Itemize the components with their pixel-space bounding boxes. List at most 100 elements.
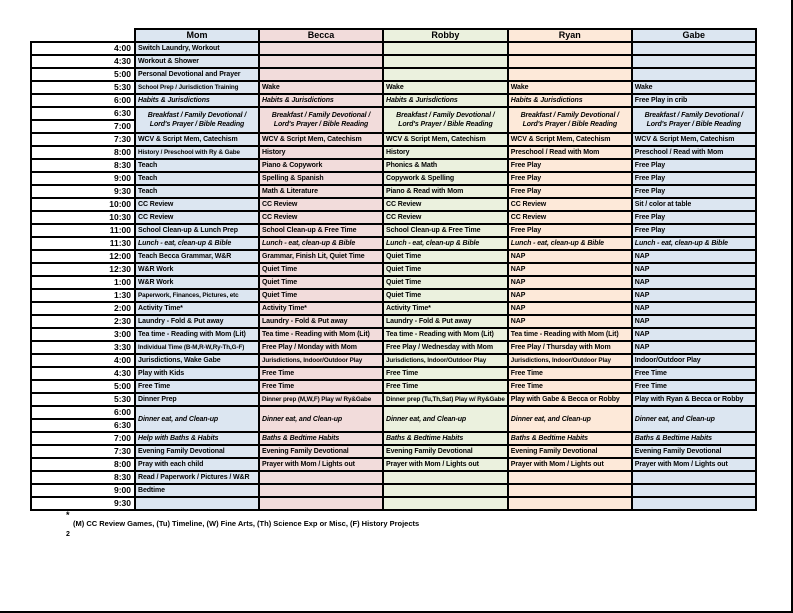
- schedule-cell: School Clean-up & Free Time: [258, 223, 384, 238]
- schedule-cell: Free Time: [630, 366, 757, 381]
- schedule-row: 7:30 Evening Family Devotional Evening Fam…: [30, 444, 757, 459]
- schedule-cell: Free Play: [630, 171, 757, 186]
- schedule-cell: Tea time - Reading with Mom (Lit): [134, 327, 260, 342]
- schedule-cell: Jurisdictions, Indoor/Outdoor Play: [382, 353, 509, 368]
- time-label: 12:00: [30, 249, 136, 264]
- schedule-cell: [382, 41, 509, 56]
- time-label: 7:00: [30, 119, 136, 134]
- schedule-cell: Free Play / Wednesday with Mom: [382, 340, 509, 355]
- schedule-cell: Quiet Time: [258, 262, 384, 277]
- schedule-cell: NAP: [630, 275, 757, 290]
- schedule-row: 8:00 Pray with each child Prayer with Mom …: [30, 457, 757, 472]
- schedule-row: 7:00 Help with Baths & Habits Baths & Bedt…: [30, 431, 757, 446]
- schedule-cell: [258, 496, 384, 511]
- schedule-cell: Piano & Copywork: [258, 158, 384, 173]
- time-label: 12:30: [30, 262, 136, 277]
- schedule-row: 4:00 Jurisdictions, Wake Gabe Jurisdiction…: [30, 353, 757, 368]
- time-label: 7:30: [30, 444, 136, 459]
- schedule-cell: Workout & Shower: [134, 54, 260, 69]
- schedule-cell: Baths & Bedtime Habits: [630, 431, 757, 446]
- footnote: * (M) CC Review Games, (Tu) Timeline, (W…: [66, 511, 420, 539]
- schedule-cell: Free Play: [506, 184, 633, 199]
- schedule-row: 1:00 W&R Work Quiet Time Quiet Time NAP NAP: [30, 275, 757, 290]
- schedule-cell: [506, 67, 633, 82]
- schedule-cell: Quiet Time: [258, 275, 384, 290]
- time-label: 6:30: [30, 418, 136, 433]
- schedule-cell: Free Play: [506, 171, 633, 186]
- schedule-cell: Indoor/Outdoor Play: [630, 353, 757, 368]
- schedule-cell: Free Play / Monday with Mom: [258, 340, 384, 355]
- time-label: 7:00: [30, 431, 136, 446]
- header-corner: [31, 29, 135, 42]
- time-label: 10:00: [30, 197, 136, 212]
- schedule-cell: Personal Devotional and Prayer: [134, 67, 260, 82]
- schedule-cell: Play with Ryan & Becca or Robby: [630, 392, 757, 407]
- time-label: 5:00: [30, 379, 136, 394]
- schedule-cell: Free Play in crib: [630, 93, 757, 108]
- schedule-cell: Laundry - Fold & Put away: [258, 314, 384, 329]
- time-label: 3:00: [30, 327, 136, 342]
- schedule-cell: Free Time: [630, 379, 757, 394]
- schedule-cell: [506, 470, 633, 485]
- schedule-cell: NAP: [506, 314, 633, 329]
- schedule-cell: NAP: [630, 262, 757, 277]
- schedule-cell: [258, 67, 384, 82]
- schedule-cell: Breakfast / Family Devotional / Lord's P…: [382, 106, 509, 134]
- schedule-cell: Play with Kids: [134, 366, 260, 381]
- time-label: 9:30: [30, 184, 136, 199]
- time-label: 6:00: [30, 93, 136, 108]
- schedule-cell: Jurisdictions, Indoor/Outdoor Play: [258, 353, 384, 368]
- footnote-text: (M) CC Review Games, (Tu) Timeline, (W) …: [73, 519, 420, 528]
- column-header-mom: Mom: [134, 28, 260, 43]
- schedule-cell: Laundry - Fold & Put away: [382, 314, 509, 329]
- schedule-cell: Lunch - eat, clean-up & Bible: [134, 236, 260, 251]
- schedule-cell: Prayer with Mom / Lights out: [382, 457, 509, 472]
- schedule-cell: Habits & Jurisdictions: [258, 93, 384, 108]
- schedule-row: 9:00 Teach Spelling & Spanish Copywork & Sp…: [30, 171, 757, 186]
- schedule-cell: NAP: [630, 340, 757, 355]
- schedule-cell: [630, 41, 757, 56]
- header-row: Mom Becca Robby Ryan Gabe: [31, 28, 757, 43]
- schedule-cell: [134, 496, 260, 511]
- schedule-row: 7:30 WCV & Script Mem, Catechism WCV & Scr…: [30, 132, 757, 147]
- schedule-cell: Free Time: [134, 379, 260, 394]
- schedule-cell: Baths & Bedtime Habits: [258, 431, 384, 446]
- schedule-cell: Lunch - eat, clean-up & Bible: [258, 236, 384, 251]
- schedule-cell: WCV & Script Mem, Catechism: [630, 132, 757, 147]
- schedule-cell: Preschool / Read with Mom: [630, 145, 757, 160]
- time-label: 1:30: [30, 288, 136, 303]
- schedule-cell: Tea time - Reading with Mom (Lit): [258, 327, 384, 342]
- schedule-row: 11:30 Lunch - eat, clean-up & Bible Lunch …: [30, 236, 757, 251]
- schedule-row: 4:30 Play with Kids Free Time Free Time Free…: [30, 366, 757, 381]
- schedule-row: 9:30: [30, 496, 757, 511]
- schedule-cell: NAP: [506, 249, 633, 264]
- schedule-cell: School Clean-up & Free Time: [382, 223, 509, 238]
- schedule-row: 11:00 School Clean-up & Lunch Prep School …: [30, 223, 757, 238]
- schedule-cell: Piano & Read with Mom: [382, 184, 509, 199]
- schedule-cell: NAP: [506, 301, 633, 316]
- schedule-row: 6:00 Habits & Jurisdictions Habits & Juris…: [30, 93, 757, 108]
- time-label: 3:30: [30, 340, 136, 355]
- schedule-cell: Breakfast / Family Devotional / Lord's P…: [506, 106, 633, 134]
- schedule-cell: Baths & Bedtime Habits: [506, 431, 633, 446]
- time-label: 4:30: [30, 366, 136, 381]
- schedule-cell: Preschool / Read with Mom: [506, 145, 633, 160]
- schedule-row: 9:30 Teach Math & Literature Piano & Read w…: [30, 184, 757, 199]
- schedule-cell: CC Review: [506, 210, 633, 225]
- time-label: 6:30: [30, 106, 136, 121]
- time-label: 8:00: [30, 145, 136, 160]
- schedule-cell: Dinner eat, and Clean-up: [630, 405, 757, 433]
- schedule-cell: Lunch - eat, clean-up & Bible: [630, 236, 757, 251]
- schedule-cell: NAP: [630, 288, 757, 303]
- schedule-cell: Bedtime: [134, 483, 260, 498]
- schedule-cell: WCV & Script Mem, Catechism: [134, 132, 260, 147]
- schedule-cell: Dinner eat, and Clean-up: [382, 405, 509, 433]
- schedule-cell: [382, 67, 509, 82]
- schedule-cell: WCV & Script Mem, Catechism: [258, 132, 384, 147]
- schedule-cell: History: [258, 145, 384, 160]
- time-label: 1:00: [30, 275, 136, 290]
- schedule-cell: Free Time: [258, 379, 384, 394]
- time-label: 5:00: [30, 67, 136, 82]
- schedule-cell: Breakfast / Family Devotional / Lord's P…: [134, 106, 260, 134]
